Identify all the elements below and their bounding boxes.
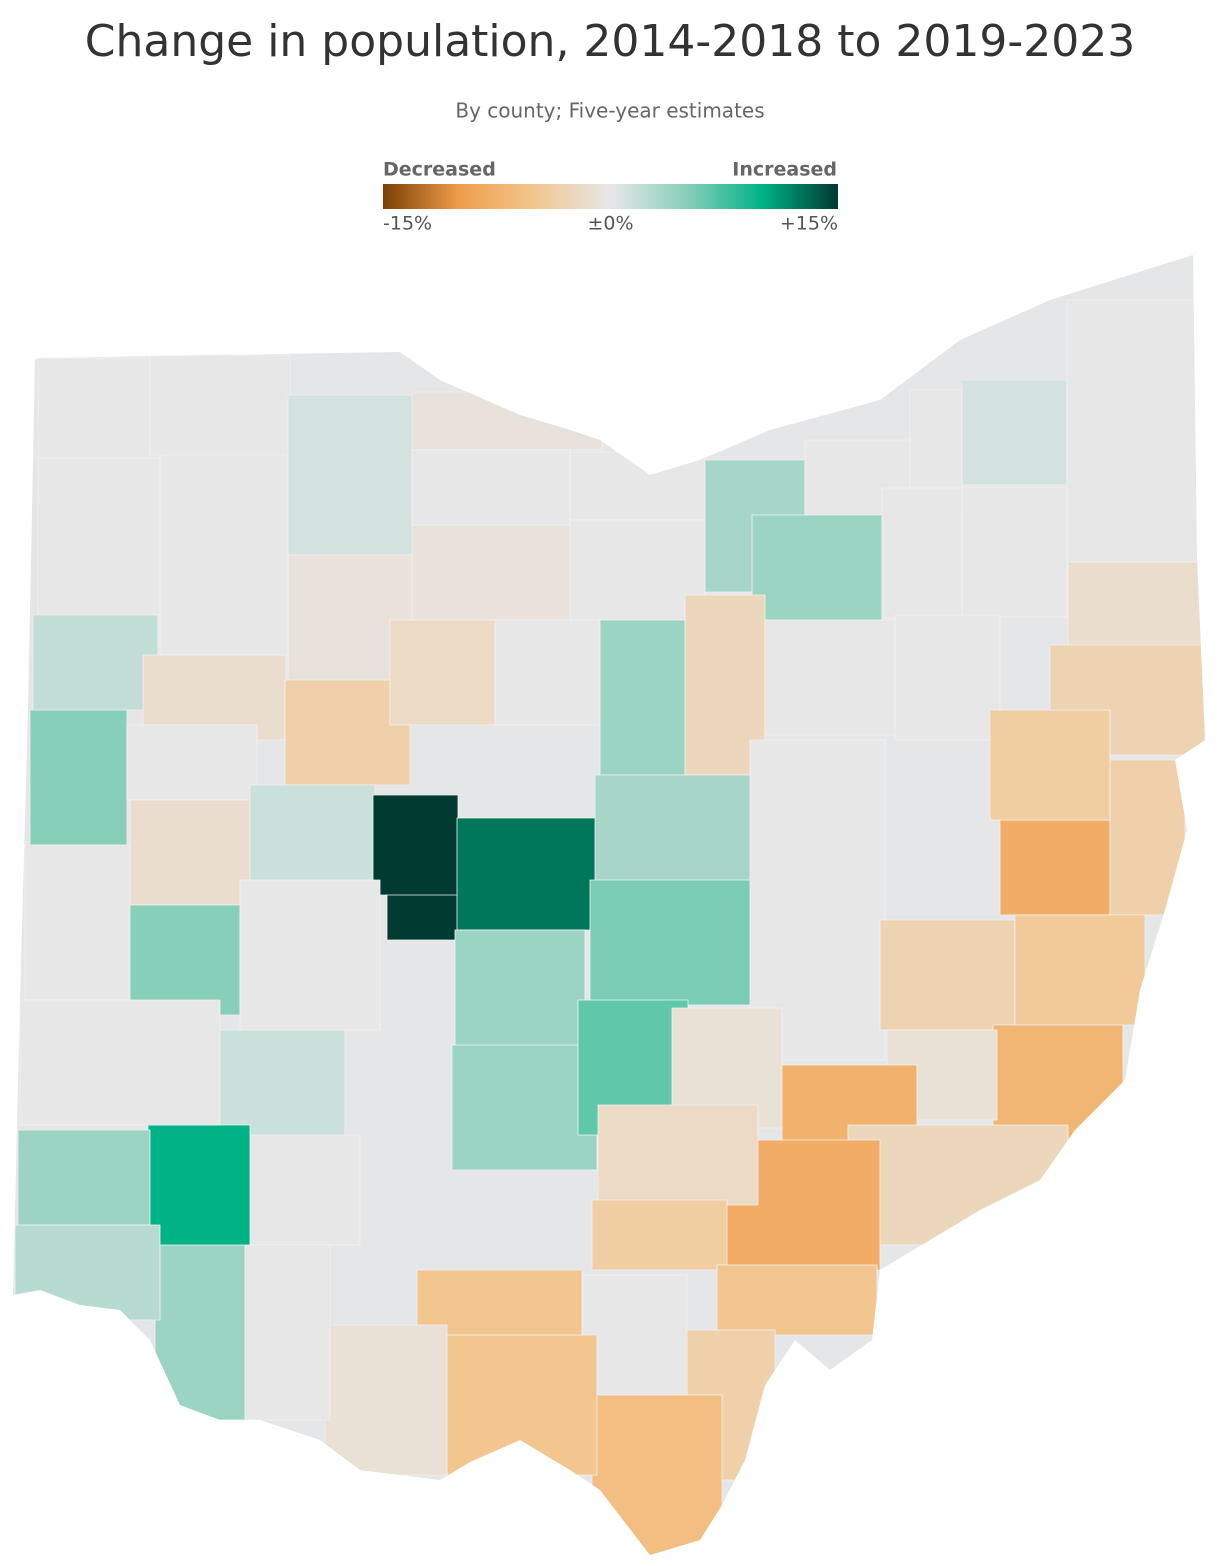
county [411, 449, 571, 526]
county [126, 724, 258, 801]
county [416, 1269, 583, 1336]
county [456, 817, 598, 931]
county [14, 1224, 161, 1321]
chart-title: Change in population, 2014-2018 to 2019-… [85, 16, 1135, 67]
county [589, 879, 751, 1006]
county [239, 879, 381, 1031]
county [284, 679, 411, 786]
county [764, 619, 896, 736]
county [581, 1274, 688, 1396]
county [569, 451, 706, 521]
county [454, 929, 586, 1051]
legend-tick-label: ±0% [587, 213, 633, 235]
county [159, 454, 289, 656]
county [29, 709, 128, 846]
county [19, 999, 221, 1126]
legend-low-label: Decreased [383, 159, 496, 181]
county [751, 514, 883, 621]
county [1109, 759, 1186, 916]
county [37, 357, 151, 459]
county [881, 487, 965, 619]
county [217, 1029, 346, 1136]
county [147, 1124, 251, 1246]
county [37, 457, 161, 616]
county [154, 1239, 246, 1421]
county [961, 486, 1068, 618]
county [149, 354, 291, 456]
county [591, 1199, 728, 1271]
county [451, 1044, 598, 1171]
county [129, 799, 251, 906]
county [1066, 299, 1201, 563]
county [992, 1024, 1124, 1141]
county [24, 844, 131, 1001]
county [324, 1324, 448, 1476]
legend-color-bar [383, 184, 838, 209]
county [961, 379, 1068, 486]
county [909, 389, 963, 491]
legend-tick-label: +15% [780, 213, 838, 235]
county [894, 614, 1001, 741]
county [446, 1334, 598, 1476]
county [989, 709, 1111, 821]
county [716, 1264, 878, 1336]
county [999, 819, 1111, 916]
legend-tick-label: -15% [383, 213, 432, 235]
county [249, 784, 376, 886]
county [879, 919, 1016, 1031]
county [1067, 561, 1204, 647]
county [411, 524, 573, 621]
county [1014, 914, 1146, 1026]
counties [14, 299, 1205, 1555]
chart-subtitle: By county; Five-year estimates [455, 99, 764, 123]
legend-high-label: Increased [732, 159, 837, 181]
county [244, 1134, 361, 1246]
county [129, 904, 241, 1016]
county [287, 394, 413, 556]
county [32, 614, 159, 711]
county [597, 1104, 759, 1206]
county [591, 1394, 723, 1555]
county [847, 1124, 1069, 1246]
county [389, 619, 496, 726]
county [411, 391, 603, 451]
county [594, 774, 751, 886]
county [17, 1129, 151, 1226]
county [494, 619, 601, 726]
